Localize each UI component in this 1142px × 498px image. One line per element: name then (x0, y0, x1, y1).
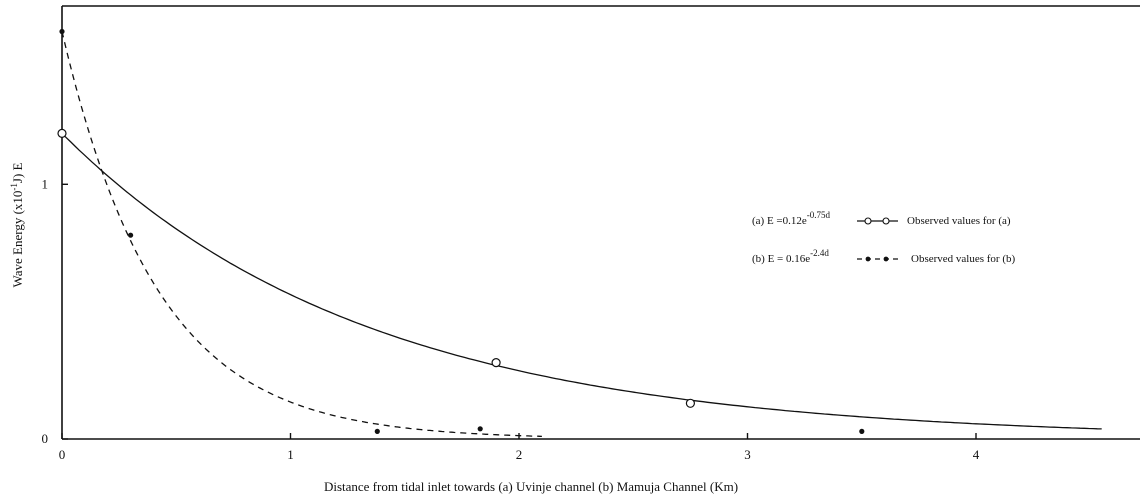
observed-point-a-0 (57, 128, 67, 138)
observed-point-b-4 (859, 428, 865, 434)
legend-marker-b-1 (865, 256, 871, 262)
legend-equation-b: (b) E = 0.16e-2.4d (752, 248, 829, 265)
x-ticks: 0 1 2 3 4 (59, 433, 980, 462)
observed-point-a-1 (491, 358, 501, 368)
legend-marker-a-2 (882, 217, 890, 225)
y-axis-label: Wave Energy (x10-1J) E (9, 162, 25, 287)
legend-equation-b-exponent: -2.4d (810, 248, 829, 258)
legend-entry-a: (a) E =0.12e-0.75d Observed values for (… (752, 210, 1011, 227)
legend-entry-b: (b) E = 0.16e-2.4d Observed values for (… (752, 248, 1015, 265)
observed-point-a-2 (685, 398, 696, 408)
y-axis-label-tail: J) E (10, 162, 25, 183)
observed-point-b-0 (59, 28, 65, 35)
fit-curve-b (61, 31, 542, 438)
y-tick-label-0: 0 (42, 431, 49, 446)
x-tick-label-1: 1 (287, 447, 294, 462)
y-axis-label-superscript: -1 (9, 183, 19, 191)
observed-point-b-3 (477, 426, 483, 432)
observed-points (57, 28, 865, 434)
y-tick-label-1: 1 (42, 176, 49, 191)
legend-marker-b-2 (883, 256, 889, 262)
observed-point-b-1 (128, 232, 134, 238)
legend-observed-b: Observed values for (b) (911, 253, 1015, 265)
legend-equation-a-prefix: (a) E =0.12e (752, 215, 807, 227)
legend-marker-a-1 (864, 217, 872, 225)
y-ticks: 01 (42, 176, 68, 446)
fitted-curves (61, 31, 1102, 438)
legend-equation-a-exponent: -0.75d (807, 210, 831, 220)
legend-observed-a: Observed values for (a) (907, 215, 1011, 227)
legend-equation-b-prefix: (b) E = 0.16e (752, 253, 810, 265)
axes (61, 5, 1140, 440)
legend: (a) E =0.12e-0.75d Observed values for (… (752, 210, 1015, 265)
fit-curve-a (61, 132, 1102, 430)
legend-equation-a: (a) E =0.12e-0.75d (752, 210, 831, 227)
y-axis-label-main: Wave Energy (x10 (10, 191, 25, 288)
x-tick-label-2: 2 (516, 447, 523, 462)
x-axis-label: Distance from tidal inlet towards (a) Uv… (324, 479, 738, 494)
observed-point-b-2 (374, 428, 380, 434)
x-tick-label-4: 4 (973, 447, 980, 462)
x-tick-label-0: 0 (59, 447, 66, 462)
x-tick-label-3: 3 (744, 447, 751, 462)
